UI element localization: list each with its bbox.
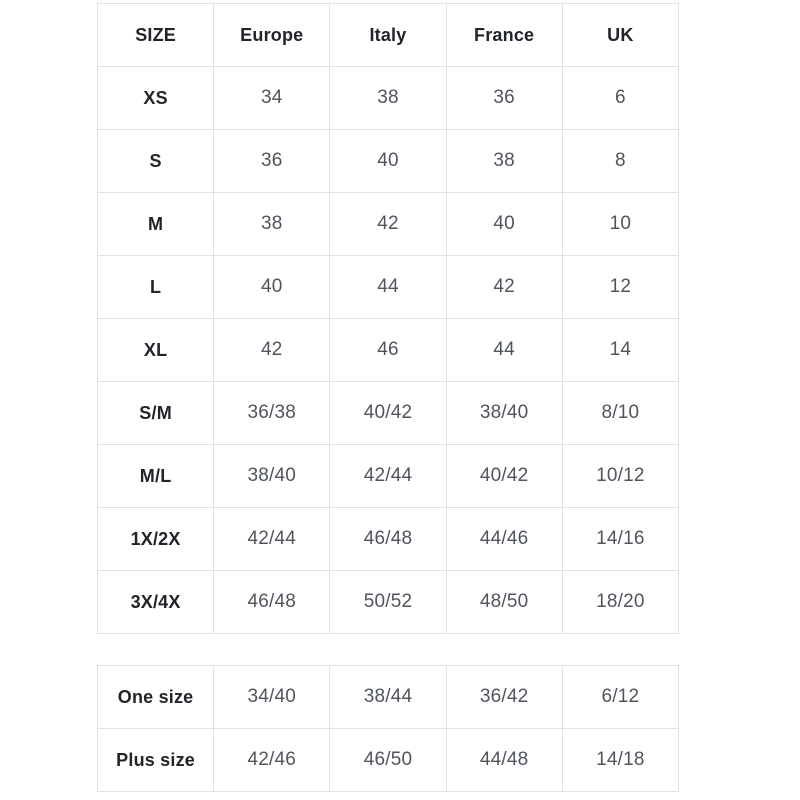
size-label-cell: 1X/2X [96, 507, 215, 571]
size-value-cell: 40 [213, 255, 331, 319]
size-value-cell: 12 [561, 255, 680, 319]
size-value-cell: 38/44 [329, 665, 447, 729]
size-label-cell: M [96, 192, 215, 256]
size-value-cell: 44 [445, 318, 563, 382]
size-value-cell: 38 [213, 192, 331, 256]
table-row: S/M 36/38 40/42 38/40 8/10 [96, 381, 680, 445]
standard-size-table-head: SIZE Europe Italy France UK [96, 3, 680, 67]
size-value-cell: 42 [329, 192, 447, 256]
column-header: Italy [329, 3, 447, 67]
standard-size-table: SIZE Europe Italy France UK XS 34 38 36 6 S 36 40 38… [96, 3, 680, 634]
special-size-table: One size 34/40 38/44 36/42 6/12 Plus size 42/4… [96, 665, 680, 792]
size-value-cell: 14/18 [561, 728, 680, 792]
size-value-cell: 46/48 [213, 570, 331, 634]
column-header: Europe [213, 3, 331, 67]
size-value-cell: 46/48 [329, 507, 447, 571]
size-value-cell: 36 [213, 129, 331, 193]
size-label-cell: Plus size [96, 728, 215, 792]
size-value-cell: 14 [561, 318, 680, 382]
size-value-cell: 42 [213, 318, 331, 382]
size-value-cell: 10/12 [561, 444, 680, 508]
size-value-cell: 42/44 [329, 444, 447, 508]
size-value-cell: 40/42 [445, 444, 563, 508]
size-value-cell: 46/50 [329, 728, 447, 792]
table-row: S 36 40 38 8 [96, 129, 680, 193]
size-value-cell: 36/42 [445, 665, 563, 729]
column-header: SIZE [96, 3, 215, 67]
table-row: M 38 42 40 10 [96, 192, 680, 256]
size-value-cell: 48/50 [445, 570, 563, 634]
size-label-cell: XS [96, 66, 215, 130]
column-header: France [445, 3, 563, 67]
size-label-cell: M/L [96, 444, 215, 508]
size-value-cell: 38/40 [213, 444, 331, 508]
size-label-cell: XL [96, 318, 215, 382]
table-row: Plus size 42/46 46/50 44/48 14/18 [96, 728, 680, 792]
size-value-cell: 50/52 [329, 570, 447, 634]
size-value-cell: 34/40 [213, 665, 331, 729]
column-header: UK [561, 3, 680, 67]
size-value-cell: 44 [329, 255, 447, 319]
size-value-cell: 6 [561, 66, 680, 130]
size-label-cell: 3X/4X [96, 570, 215, 634]
size-value-cell: 38 [329, 66, 447, 130]
size-value-cell: 8 [561, 129, 680, 193]
table-row: XS 34 38 36 6 [96, 66, 680, 130]
standard-size-table-body: XS 34 38 36 6 S 36 40 38 8 M 38 42 40 10 L 40 44 42 12 XL 42 4… [96, 66, 680, 634]
size-value-cell: 42/46 [213, 728, 331, 792]
size-value-cell: 42/44 [213, 507, 331, 571]
size-value-cell: 18/20 [561, 570, 680, 634]
size-value-cell: 44/48 [445, 728, 563, 792]
size-value-cell: 44/46 [445, 507, 563, 571]
size-value-cell: 38 [445, 129, 563, 193]
table-row: XL 42 46 44 14 [96, 318, 680, 382]
table-row: One size 34/40 38/44 36/42 6/12 [96, 665, 680, 729]
size-value-cell: 42 [445, 255, 563, 319]
size-label-cell: L [96, 255, 215, 319]
size-label-cell: S [96, 129, 215, 193]
table-row: 1X/2X 42/44 46/48 44/46 14/16 [96, 507, 680, 571]
size-label-cell: S/M [96, 381, 215, 445]
header-row: SIZE Europe Italy France UK [96, 3, 680, 67]
size-value-cell: 8/10 [561, 381, 680, 445]
table-row: M/L 38/40 42/44 40/42 10/12 [96, 444, 680, 508]
special-size-table-body: One size 34/40 38/44 36/42 6/12 Plus size 42/4… [96, 665, 680, 792]
size-value-cell: 6/12 [561, 665, 680, 729]
size-value-cell: 14/16 [561, 507, 680, 571]
size-value-cell: 36/38 [213, 381, 331, 445]
size-value-cell: 40/42 [329, 381, 447, 445]
size-value-cell: 10 [561, 192, 680, 256]
size-value-cell: 38/40 [445, 381, 563, 445]
size-value-cell: 36 [445, 66, 563, 130]
size-value-cell: 40 [445, 192, 563, 256]
size-value-cell: 34 [213, 66, 331, 130]
size-value-cell: 46 [329, 318, 447, 382]
table-row: L 40 44 42 12 [96, 255, 680, 319]
size-value-cell: 40 [329, 129, 447, 193]
size-label-cell: One size [96, 665, 215, 729]
table-row: 3X/4X 46/48 50/52 48/50 18/20 [96, 570, 680, 634]
